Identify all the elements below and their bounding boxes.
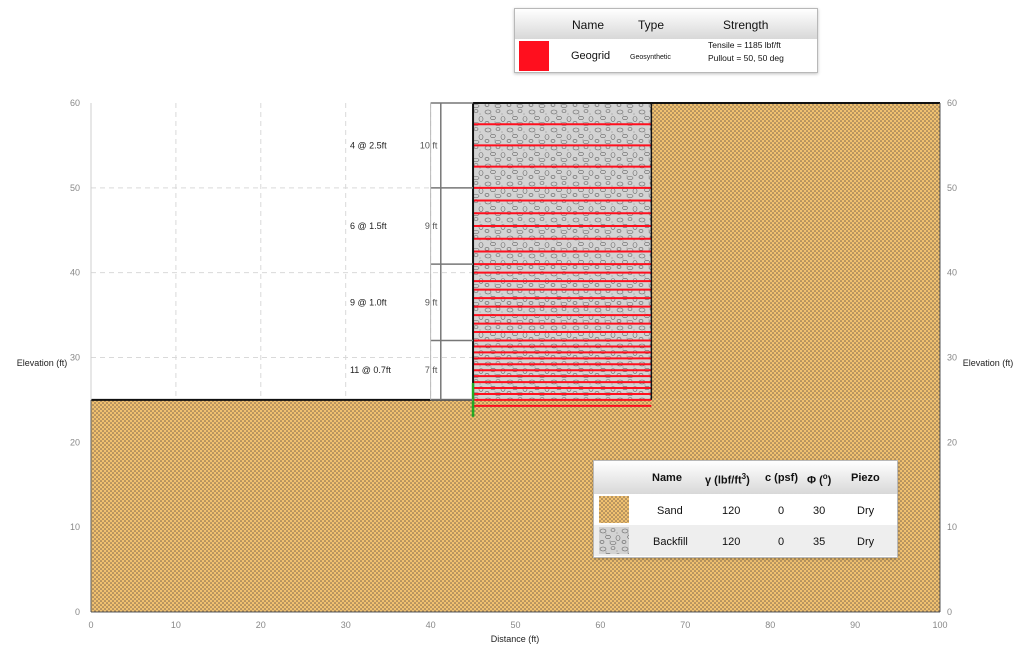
material-row-sand: Sand 120 0 30 Dry [594, 494, 897, 525]
reinforcement-type: Geosynthetic [630, 54, 671, 61]
x-tick-label: 80 [765, 620, 775, 630]
x-axis: 0 10 20 30 40 50 60 70 80 90 100 Distance (ft) [88, 620, 947, 644]
x-tick-label: 10 [171, 620, 181, 630]
segment-spacing-label: 6 @ 1.5ft [350, 221, 387, 231]
segment-dimensions: 4 @ 2.5ft 10 ft 6 @ 1.5ft 9 ft 9 @ 1.0ft 9 ft… [350, 102, 474, 401]
x-tick-label: 100 [932, 620, 947, 630]
x-tick-label: 0 [88, 620, 93, 630]
y-tick-label-right: 20 [947, 437, 957, 447]
segment-height-label: 7 ft [425, 365, 438, 375]
material-gamma: 120 [722, 536, 741, 548]
x-tick-label: 40 [426, 620, 436, 630]
material-gamma: 120 [722, 505, 741, 517]
y-tick-label-right: 40 [947, 268, 957, 278]
sand-retained-soil [651, 103, 940, 400]
x-tick-label: 60 [595, 620, 605, 630]
reinforcement-strength-pullout: Pullout = 50, 50 deg [708, 53, 784, 63]
left-axis: 0 10 20 30 40 50 60 Elevation (ft) [17, 98, 80, 617]
material-name: Sand [657, 505, 683, 517]
reinforcement-legend: Name Type Strength Geogrid Geosynthetic … [514, 8, 818, 73]
segment-height-label: 9 ft [425, 221, 438, 231]
reinforcement-row-geogrid: Geogrid Geosynthetic Tensile = 1185 lbf/… [515, 39, 817, 72]
y-tick-label-right: 10 [947, 522, 957, 532]
y-tick-label-right: 0 [947, 607, 952, 617]
header-unit-weight: γ (lbf/ft3) [705, 472, 750, 487]
header-name: Name [572, 18, 605, 32]
header-cohesion: c (psf) [765, 472, 798, 484]
sand-pattern-swatch [599, 496, 629, 523]
material-cohesion: 0 [778, 536, 785, 548]
y-tick-label-left: 30 [70, 353, 80, 363]
x-tick-label: 30 [341, 620, 351, 630]
material-name: Backfill [653, 536, 688, 548]
x-tick-label: 50 [510, 620, 520, 630]
x-tick-label: 70 [680, 620, 690, 630]
y-tick-label-right: 50 [947, 183, 957, 193]
segment-spacing-label: 11 @ 0.7ft [350, 365, 391, 375]
header-friction-angle: Φ (o) [807, 472, 832, 487]
y-tick-label-left: 10 [70, 522, 80, 532]
y-tick-label-right: 30 [947, 353, 957, 363]
material-phi: 35 [813, 536, 826, 548]
material-row-backfill: Backfill 120 0 35 Dry [594, 525, 897, 556]
backfill-pattern-swatch [599, 527, 629, 554]
x-axis-label: Distance (ft) [491, 634, 540, 644]
y-axis-label-right: Elevation (ft) [963, 358, 1014, 368]
header-material-name: Name [652, 472, 682, 484]
material-cohesion: 0 [778, 505, 785, 517]
header-piezo: Piezo [851, 472, 880, 484]
boundary-lines [90, 102, 941, 613]
y-tick-label-right: 60 [947, 98, 957, 108]
y-tick-label-left: 0 [75, 607, 80, 617]
material-piezo: Dry [857, 505, 875, 517]
grid-lines [91, 103, 474, 400]
segment-spacing-label: 9 @ 1.0ft [350, 297, 387, 307]
y-tick-label-left: 60 [70, 98, 80, 108]
header-strength: Strength [723, 18, 769, 32]
material-legend-header: Name γ (lbf/ft3) c (psf) Φ (o) Piezo [594, 461, 897, 494]
y-tick-label-left: 50 [70, 183, 80, 193]
material-phi: 30 [813, 505, 826, 517]
right-axis: 0 10 20 30 40 50 60 Elevation (ft) [947, 98, 1013, 617]
reinforcement-strength-tensile: Tensile = 1185 lbf/ft [708, 40, 781, 50]
segment-height-label: 10 ft [420, 140, 438, 150]
segment-height-label: 9 ft [425, 297, 438, 307]
y-tick-label-left: 20 [70, 437, 80, 447]
material-legend: Name γ (lbf/ft3) c (psf) Φ (o) Piezo San… [593, 460, 898, 558]
header-type: Type [638, 18, 665, 32]
y-tick-label-left: 40 [70, 268, 80, 278]
geogrid-color-swatch [519, 41, 549, 71]
reinforcement-legend-header: Name Type Strength [515, 9, 817, 39]
x-tick-label: 20 [256, 620, 266, 630]
geogrid-layers [473, 123, 652, 407]
x-tick-label: 90 [850, 620, 860, 630]
material-piezo: Dry [857, 536, 875, 548]
reinforcement-name: Geogrid [571, 50, 611, 62]
y-axis-label-left: Elevation (ft) [17, 358, 68, 368]
segment-spacing-label: 4 @ 2.5ft [350, 140, 387, 150]
